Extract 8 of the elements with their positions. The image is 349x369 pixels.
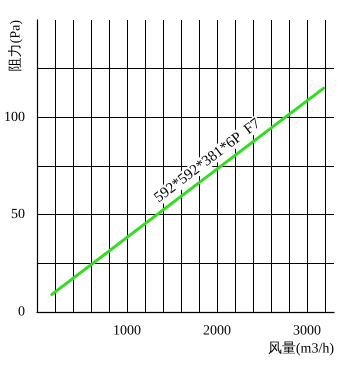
x-tick-label: 1000: [113, 324, 141, 338]
y-tick-label: 100: [4, 110, 25, 125]
x-axis-title: 风量(m3/h): [268, 342, 334, 356]
y-tick-label: 50: [11, 207, 25, 222]
y-tick-label: 0: [18, 304, 25, 320]
y-axis-title: 阻力(Pa): [8, 20, 24, 72]
x-tick-label: 3000: [293, 324, 321, 338]
x-tick-label: 2000: [203, 324, 231, 338]
